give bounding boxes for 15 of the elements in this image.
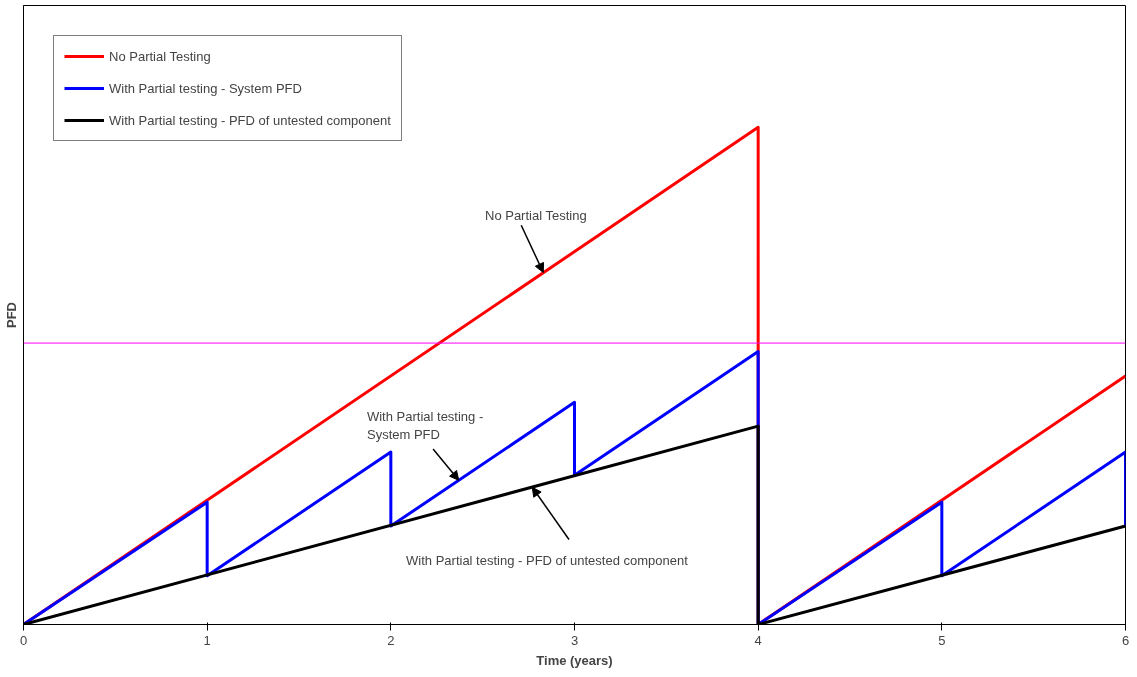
annotation: No Partial Testing (484, 207, 587, 223)
annotation: With Partial testing - System PFD (366, 409, 484, 443)
x-tick-label: 5 (938, 632, 946, 648)
x-tick-label: 6 (1121, 632, 1130, 648)
x-tick-label: 0 (19, 632, 28, 648)
x-tick-label: 3 (570, 632, 579, 648)
legend-label: With Partial testing - PFD of untested component (109, 112, 391, 128)
x-tick-label: 2 (387, 632, 395, 648)
legend-label: With Partial testing - System PFD (109, 80, 302, 96)
y-axis-title: PFD (3, 302, 19, 328)
legend-label: No Partial Testing (109, 48, 211, 64)
x-tick-label: 4 (754, 632, 762, 648)
x-tick-label: 1 (203, 632, 211, 648)
x-axis-title: Time (years) (536, 652, 613, 668)
annotation: With Partial testing - PFD of untested component (406, 553, 689, 569)
